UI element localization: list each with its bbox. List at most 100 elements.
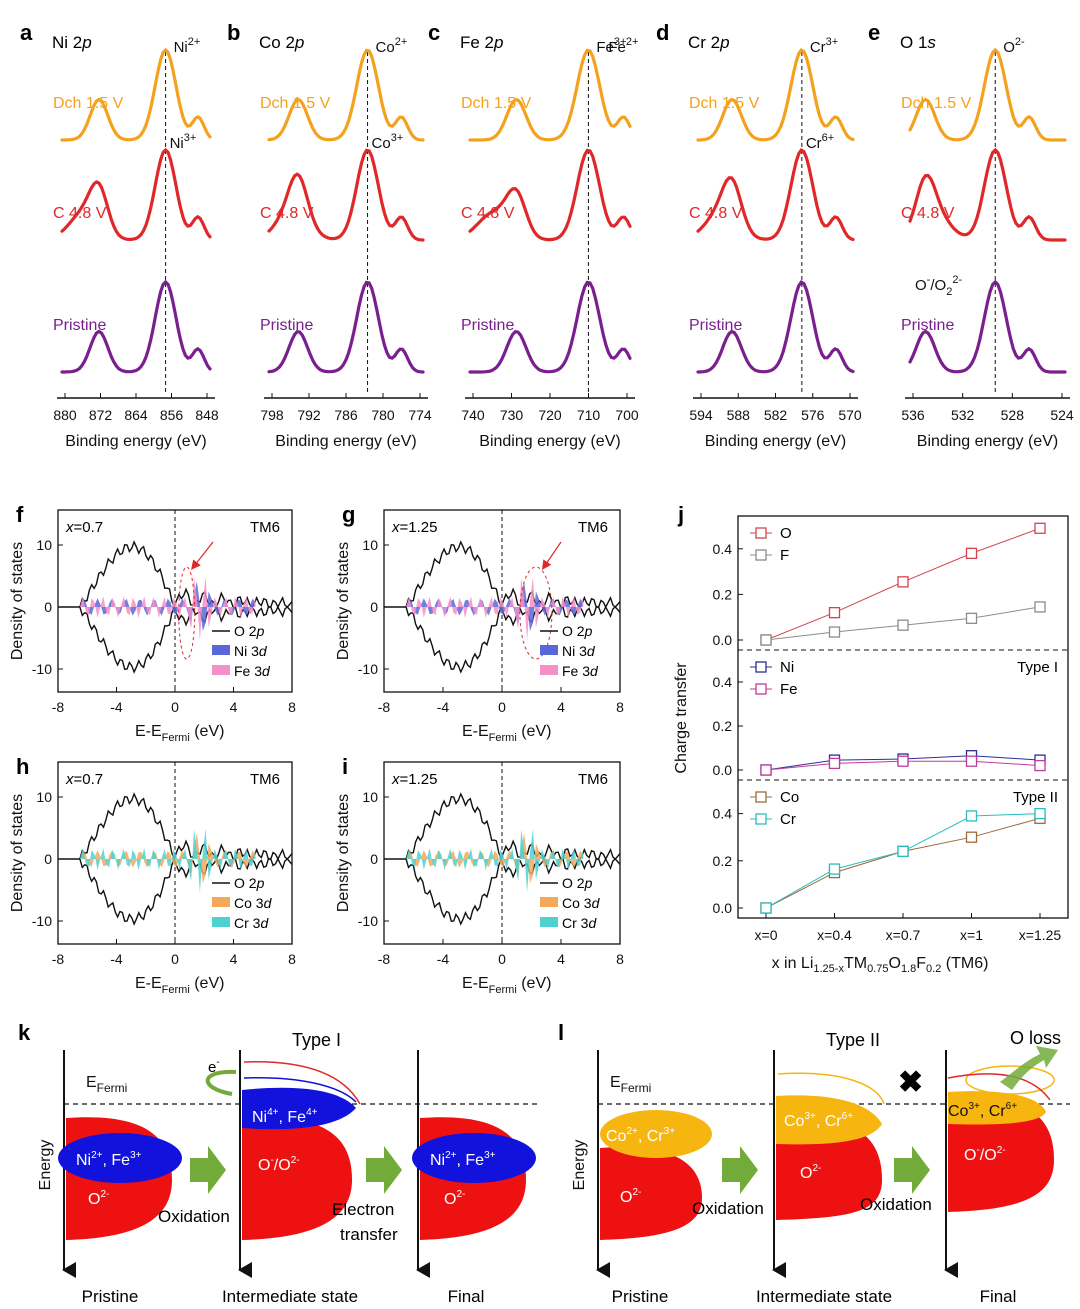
dos-o2p-up	[405, 540, 621, 609]
chart-j-group-label: Type II	[1013, 789, 1058, 806]
dos-xtick-label: 0	[171, 699, 179, 715]
green-arrow-oxidation-1-l	[722, 1146, 758, 1194]
green-arrow-transfer-k	[366, 1146, 402, 1194]
legend-swatch-tm	[540, 645, 558, 655]
fermi-label-k: EFermi	[86, 1074, 127, 1095]
chart-j-point-fe	[1034, 759, 1046, 772]
species-annotation: Fe2+	[608, 36, 638, 56]
chart-j-legend-label: Cr	[780, 811, 796, 828]
xps-tick-label: 792	[297, 407, 321, 423]
band-label-o2-int-l: O2-	[800, 1163, 821, 1182]
band-label-ni4-fe4-k: Ni4+, Fe4+	[252, 1107, 318, 1126]
ni-fe-band-intermediate-k	[242, 1087, 356, 1130]
xps-tick-label: 582	[764, 407, 788, 423]
type-label-k: Type I	[292, 1030, 341, 1050]
xps-xlabel: Binding energy (eV)	[275, 433, 416, 450]
dos-ytick-label: -10	[358, 661, 378, 677]
chart-j-point-o	[1034, 522, 1046, 534]
chart-j-legend-label: F	[780, 547, 789, 564]
oo-band-final-l	[948, 1097, 1054, 1212]
band-label-oo-final-l: O-/O2-	[964, 1145, 1006, 1164]
chart-j-point-o	[828, 606, 841, 619]
xps-tick-label: 576	[801, 407, 825, 423]
chart-j-xtick-label: x=1	[960, 927, 983, 943]
schematic-type-i: k Energy EFermi Ni2+, Fe3+ O2- Oxidation…	[18, 1020, 538, 1306]
chart-j-point-f	[760, 634, 772, 646]
chart-j-point-cr	[828, 863, 841, 875]
dos-xlabel: E-EFermi (eV)	[135, 975, 224, 996]
dos-tm-fill	[406, 576, 584, 641]
xps-tick-label: 730	[500, 407, 524, 423]
dos-o2p-up	[79, 540, 293, 610]
dos-xlabel: E-EFermi (eV)	[462, 723, 551, 744]
empty-band-blue-k	[243, 1076, 357, 1103]
xps-trace-dch	[267, 48, 425, 142]
xps-tick-label: 780	[371, 407, 395, 423]
dos-panel-i: i -8 -4 0 4 8 10 0 -10 x=1.25 TM6 O 2p Co 3d Cr 3d Den…	[335, 754, 624, 996]
band-label-o2-k: O2-	[88, 1189, 109, 1208]
dos-o2p-up	[405, 792, 621, 861]
chart-j-point-f	[828, 626, 841, 638]
xps-title-e: O 1s	[900, 33, 936, 52]
legend-swatch-tm	[212, 897, 230, 907]
xps-trace-ch	[468, 148, 632, 242]
chart-j-xtick-label: x=1.25	[1019, 927, 1062, 943]
empty-band-red-final-l	[947, 1073, 1051, 1101]
legend-label: O 2p	[234, 623, 265, 639]
fermi-label-l: EFermi	[610, 1074, 651, 1095]
xps-panel-e: e O 1s 536 532 528 524 Binding energy (eV) Dch …	[868, 20, 1074, 450]
dos-xtick-label: -4	[437, 951, 450, 967]
xps-panels: a Ni 2p 880 872 864 856 848 Binding energy (eV)…	[20, 20, 1074, 450]
empty-band-red-k	[243, 1061, 361, 1105]
dos-xtick-label: 8	[616, 699, 624, 715]
dos-x-value: x=0.7	[65, 519, 103, 536]
panel-label-b: b	[227, 20, 240, 45]
dos-xtick-label: -4	[110, 699, 123, 715]
xps-trace-pr	[468, 280, 632, 374]
empty-band-gold-l	[777, 1072, 885, 1105]
dos-xtick-label: -8	[378, 951, 391, 967]
legend-label: Co 3d	[234, 895, 273, 911]
trace-label-pristine: Pristine	[53, 317, 106, 334]
chart-j-group-label: Type I	[1017, 659, 1058, 676]
o-loss-arrow-l	[1000, 1046, 1058, 1090]
xps-trace-pr	[60, 279, 212, 374]
stage-intermediate-k: Intermediate state	[222, 1287, 358, 1306]
xps-tick-label: 536	[901, 407, 925, 423]
dos-ytick-label: 10	[362, 537, 378, 553]
legend-label: Fe 3d	[234, 663, 271, 679]
chart-j-point-cr	[1034, 807, 1046, 820]
legend-label: Co 3d	[562, 895, 601, 911]
dos-tag: TM6	[250, 519, 280, 536]
xps-trace-dch	[696, 47, 855, 142]
dos-ytick-label: 0	[370, 851, 378, 867]
dos-ytick-label: 10	[36, 537, 52, 553]
green-arrow-oxidation-2-l	[894, 1146, 930, 1194]
panel-label-j: j	[677, 502, 684, 527]
xps-trace-ch	[267, 148, 425, 242]
trace-label-pristine: Pristine	[260, 317, 313, 334]
species-annotation: Co3+	[372, 132, 404, 152]
ni-fe-band-pristine-k	[58, 1133, 182, 1183]
dos-ytick-label: -10	[32, 913, 52, 929]
o-loss-label-l: O loss	[1010, 1028, 1061, 1048]
chart-j-point-f	[897, 619, 909, 631]
chart-j-legend-label: Co	[780, 789, 799, 806]
xps-xlabel: Binding energy (eV)	[705, 433, 846, 450]
xps-trace-ch	[696, 147, 855, 242]
legend-swatch-tm	[540, 665, 558, 675]
trace-label-charge: C 4.8 V	[689, 205, 743, 222]
stage-intermediate-l: Intermediate state	[756, 1287, 892, 1306]
dos-tag: TM6	[250, 771, 280, 788]
species-annotation: O-/O22-	[915, 274, 962, 298]
dos-xtick-label: 0	[498, 699, 506, 715]
dos-xtick-label: -8	[52, 699, 65, 715]
chart-j-point-f	[965, 612, 978, 624]
legend-label: Cr 3d	[562, 915, 597, 931]
dos-xtick-label: -8	[52, 951, 65, 967]
panel-label-a: a	[20, 20, 33, 45]
species-annotation: Ni2+	[174, 36, 201, 56]
trace-label-dch: Dch 1.5 V	[53, 95, 124, 112]
step-electron-k: Electron	[332, 1200, 394, 1219]
dos-x-value: x=0.7	[65, 771, 103, 788]
